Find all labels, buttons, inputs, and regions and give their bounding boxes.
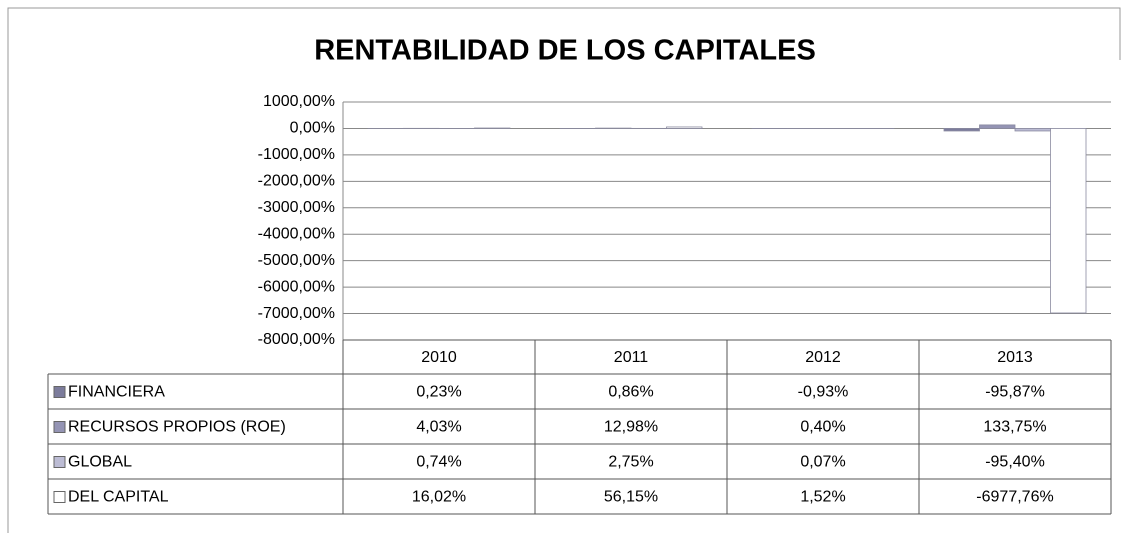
y-tick-label: -3000,00% [258, 199, 335, 216]
bar [979, 124, 1016, 129]
y-tick-label: -8000,00% [258, 331, 335, 348]
data-label: 56,15% [604, 489, 658, 506]
data-label: -95,87% [985, 384, 1045, 401]
legend-label: GLOBAL [68, 454, 132, 471]
y-tick-label: -4000,00% [258, 225, 335, 242]
data-label: -6977,76% [976, 489, 1053, 506]
y-tick-label: -6000,00% [258, 278, 335, 295]
data-label: 4,03% [416, 419, 461, 436]
data-label: 0,74% [416, 454, 461, 471]
data-label: 0,40% [800, 419, 845, 436]
y-tick-label: -5000,00% [258, 252, 335, 269]
legend-label: RECURSOS PROPIOS (ROE) [68, 419, 286, 436]
legend-key [53, 386, 66, 398]
data-label: -0,93% [798, 384, 849, 401]
legend-label: FINANCIERA [68, 384, 165, 401]
chart-border [7, 7, 1121, 533]
x-tick-label: 2012 [805, 349, 841, 366]
legend-key [53, 421, 66, 433]
data-label: 133,75% [983, 419, 1046, 436]
bar [1050, 128, 1087, 314]
x-tick-label: 2013 [997, 349, 1033, 366]
data-label: 0,07% [800, 454, 845, 471]
legend-label: DEL CAPITAL [68, 489, 169, 506]
y-tick-label: 0,00% [290, 120, 335, 137]
data-label: -95,40% [985, 454, 1045, 471]
bar [666, 126, 703, 129]
x-tick-label: 2011 [614, 349, 649, 366]
data-label: 1,52% [800, 489, 845, 506]
data-label: 2,75% [608, 454, 653, 471]
y-tick-label: -2000,00% [258, 173, 335, 190]
y-tick-label: -7000,00% [258, 305, 335, 322]
data-label: 0,23% [416, 384, 461, 401]
data-label: 16,02% [412, 489, 466, 506]
data-label: 12,98% [604, 419, 658, 436]
legend-key [53, 456, 66, 468]
x-tick-label: 2010 [421, 349, 457, 366]
y-tick-label: 1000,00% [263, 93, 335, 110]
y-tick-label: -1000,00% [258, 146, 335, 163]
bar [943, 128, 980, 132]
bar [1014, 128, 1051, 132]
data-label: 0,86% [608, 384, 653, 401]
chart-title: RENTABILIDAD DE LOS CAPITALES [314, 35, 816, 67]
legend-key [53, 491, 66, 503]
